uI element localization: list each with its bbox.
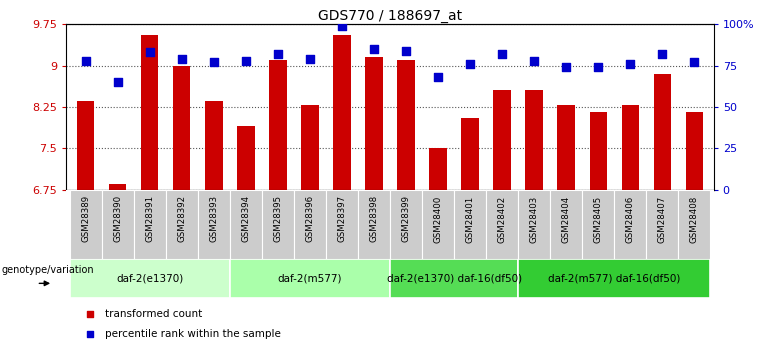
Text: GSM28400: GSM28400 [434,195,442,243]
Bar [390,190,422,259]
Bar [237,126,254,190]
Bar [461,118,479,190]
Bar [397,60,415,190]
Bar [429,148,447,190]
Bar [686,112,704,190]
Point [528,58,541,63]
Bar [230,190,262,259]
Text: GSM28396: GSM28396 [306,195,314,243]
Bar [390,259,518,298]
Bar [583,190,615,259]
Point [335,23,348,29]
Text: GSM28407: GSM28407 [658,195,667,243]
Bar [365,57,383,190]
Bar [69,190,101,259]
Bar [422,190,454,259]
Text: daf-2(m577) daf-16(df50): daf-2(m577) daf-16(df50) [548,274,680,284]
Text: daf-2(e1370): daf-2(e1370) [116,274,183,284]
Point [239,58,252,63]
Point [624,61,636,67]
Bar [518,190,550,259]
Point [688,59,700,65]
Text: genotype/variation: genotype/variation [2,265,94,275]
Point [144,50,156,55]
Point [80,58,92,63]
Bar [518,259,711,298]
Text: GSM28393: GSM28393 [209,195,218,243]
Bar [262,190,294,259]
Bar [69,259,230,298]
Point [464,61,477,67]
Point [271,51,284,57]
Text: daf-2(m577): daf-2(m577) [278,274,342,284]
Bar [133,190,165,259]
Bar [526,90,543,190]
Bar [358,190,390,259]
Point [560,65,573,70]
Point [176,56,188,62]
Bar [494,90,511,190]
Bar [101,190,133,259]
Bar [76,101,94,190]
Bar [558,105,575,190]
Text: GSM28392: GSM28392 [177,195,186,243]
Text: GSM28390: GSM28390 [113,195,122,243]
Text: GSM28401: GSM28401 [466,195,474,243]
Bar [205,101,222,190]
Bar [197,190,230,259]
Bar [622,105,639,190]
Text: transformed count: transformed count [105,309,203,319]
Bar [165,190,197,259]
Bar [550,190,583,259]
Bar [654,74,672,190]
Text: GSM28394: GSM28394 [241,195,250,243]
Bar [108,184,126,190]
Point [656,51,668,57]
Point [112,79,124,85]
Bar [294,190,326,259]
Point [400,48,413,53]
Text: GSM28402: GSM28402 [498,195,507,243]
Point [303,56,316,62]
Bar [333,35,351,190]
Point [496,51,509,57]
Point [207,59,220,65]
Text: GSM28405: GSM28405 [594,195,603,243]
Text: GSM28404: GSM28404 [562,195,571,243]
Bar [301,105,319,190]
Bar [326,190,358,259]
Text: GSM28399: GSM28399 [402,195,410,242]
Bar [141,35,158,190]
Text: GSM28397: GSM28397 [338,195,346,243]
Text: GSM28403: GSM28403 [530,195,539,243]
Bar [269,60,286,190]
Bar [679,190,711,259]
Point [367,46,380,52]
Title: GDS770 / 188697_at: GDS770 / 188697_at [318,9,462,23]
Bar [230,259,390,298]
Text: GSM28398: GSM28398 [370,195,378,243]
Text: daf-2(e1370) daf-16(df50): daf-2(e1370) daf-16(df50) [387,274,522,284]
Text: GSM28406: GSM28406 [626,195,635,243]
Bar [486,190,518,259]
Point [592,65,604,70]
Bar [615,190,647,259]
Text: GSM28391: GSM28391 [145,195,154,243]
Text: GSM28408: GSM28408 [690,195,699,243]
Bar [590,112,607,190]
Point [432,75,445,80]
Text: GSM28395: GSM28395 [273,195,282,243]
Bar [173,66,190,190]
Text: GSM28389: GSM28389 [81,195,90,243]
Text: percentile rank within the sample: percentile rank within the sample [105,329,281,339]
Bar [454,190,486,259]
Bar [647,190,679,259]
